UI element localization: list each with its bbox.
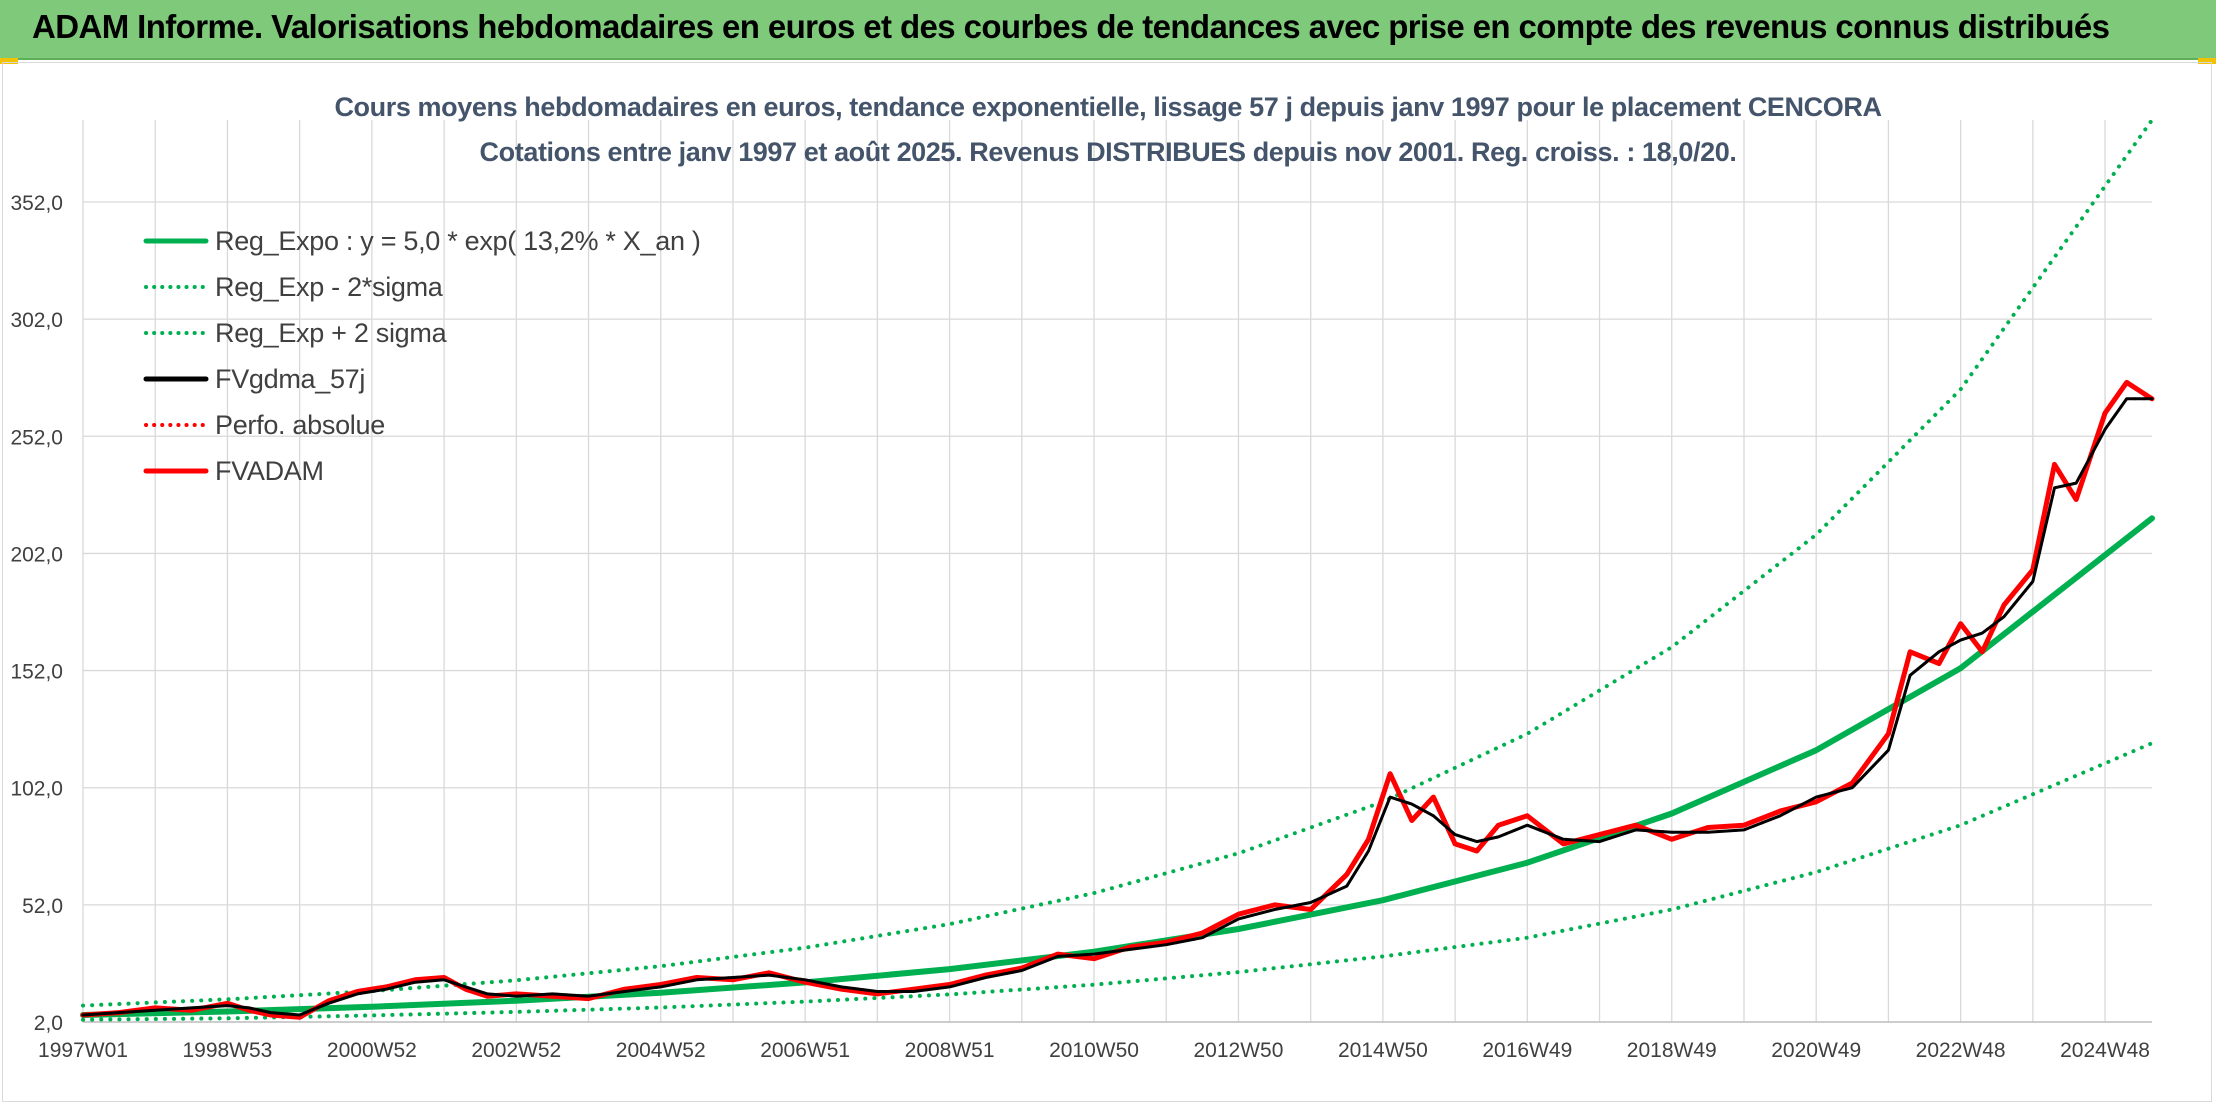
x-tick-label: 2024W48 bbox=[2060, 1039, 2150, 1062]
legend-label: Reg_Expo : y = 5,0 * exp( 13,2% * X_an ) bbox=[215, 225, 701, 256]
legend-swatch bbox=[143, 468, 209, 474]
header-accent-right bbox=[2198, 58, 2216, 64]
fvadam-line bbox=[80, 379, 2155, 1020]
reg-expo-line bbox=[80, 515, 2155, 1018]
fvgdma-57j-line bbox=[81, 397, 2154, 1017]
legend-label: Reg_Exp + 2 sigma bbox=[215, 317, 447, 348]
x-tick-label: 2000W52 bbox=[327, 1039, 417, 1062]
x-tick-label: 2004W52 bbox=[616, 1039, 706, 1062]
legend-label: FVgdma_57j bbox=[215, 363, 366, 394]
legend-perfo-absolue: Perfo. absolue bbox=[143, 402, 701, 448]
x-tick-label: 1997W01 bbox=[38, 1039, 128, 1062]
x-tick-label: 2018W49 bbox=[1627, 1039, 1717, 1062]
reg-exp-plus-2sigma-line bbox=[81, 118, 2154, 1008]
x-tick-label: 2006W51 bbox=[760, 1039, 850, 1062]
legend-swatch bbox=[143, 238, 209, 244]
legend-fvgdma: FVgdma_57j bbox=[143, 356, 701, 402]
legend-fvadam: FVADAM bbox=[143, 448, 701, 494]
x-tick-label: 2008W51 bbox=[905, 1039, 995, 1062]
legend-reg-expo: Reg_Expo : y = 5,0 * exp( 13,2% * X_an ) bbox=[143, 218, 701, 264]
y-tick-label: 102,0 bbox=[10, 778, 63, 801]
legend-label: Reg_Exp - 2*sigma bbox=[215, 271, 443, 302]
y-tick-label: 152,0 bbox=[10, 661, 63, 684]
header-title: ADAM Informe. Valorisations hebdomadaire… bbox=[32, 8, 2110, 45]
x-tick-label: 2002W52 bbox=[471, 1039, 561, 1062]
chart-frame bbox=[2, 62, 2212, 1102]
legend-swatch bbox=[144, 331, 208, 335]
x-tick-label: 1998W53 bbox=[182, 1039, 272, 1062]
legend-reg-exp-minus: Reg_Exp - 2*sigma bbox=[143, 264, 701, 310]
chart-subtitle: Cotations entre janv 1997 et août 2025. … bbox=[479, 137, 1737, 167]
chart-legend: Reg_Expo : y = 5,0 * exp( 13,2% * X_an )… bbox=[143, 218, 701, 494]
x-tick-label: 2012W50 bbox=[1194, 1039, 1284, 1062]
legend-label: Perfo. absolue bbox=[215, 409, 385, 440]
x-tick-label: 2020W49 bbox=[1771, 1039, 1861, 1062]
legend-swatch bbox=[144, 423, 208, 427]
x-tick-label: 2016W49 bbox=[1482, 1039, 1572, 1062]
legend-label: FVADAM bbox=[215, 455, 324, 486]
y-tick-label: 352,0 bbox=[10, 192, 63, 215]
legend-swatch bbox=[143, 376, 209, 382]
legend-swatch bbox=[144, 285, 208, 289]
header-accent-left bbox=[0, 58, 18, 64]
reg-exp-minus-2sigma-line bbox=[81, 741, 2154, 1022]
chart-title: Cours moyens hebdomadaires en euros, ten… bbox=[334, 92, 1882, 122]
x-tick-label: 2010W50 bbox=[1049, 1039, 1139, 1062]
y-tick-label: 52,0 bbox=[22, 895, 63, 918]
x-tick-label: 2022W48 bbox=[1916, 1039, 2006, 1062]
header-bar: ADAM Informe. Valorisations hebdomadaire… bbox=[0, 0, 2216, 60]
y-tick-label: 252,0 bbox=[10, 426, 63, 449]
x-tick-label: 2014W50 bbox=[1338, 1039, 1428, 1062]
legend-reg-exp-plus: Reg_Exp + 2 sigma bbox=[143, 310, 701, 356]
y-tick-label: 202,0 bbox=[10, 543, 63, 566]
y-tick-label: 2,0 bbox=[34, 1012, 63, 1035]
y-tick-label: 302,0 bbox=[10, 309, 63, 332]
